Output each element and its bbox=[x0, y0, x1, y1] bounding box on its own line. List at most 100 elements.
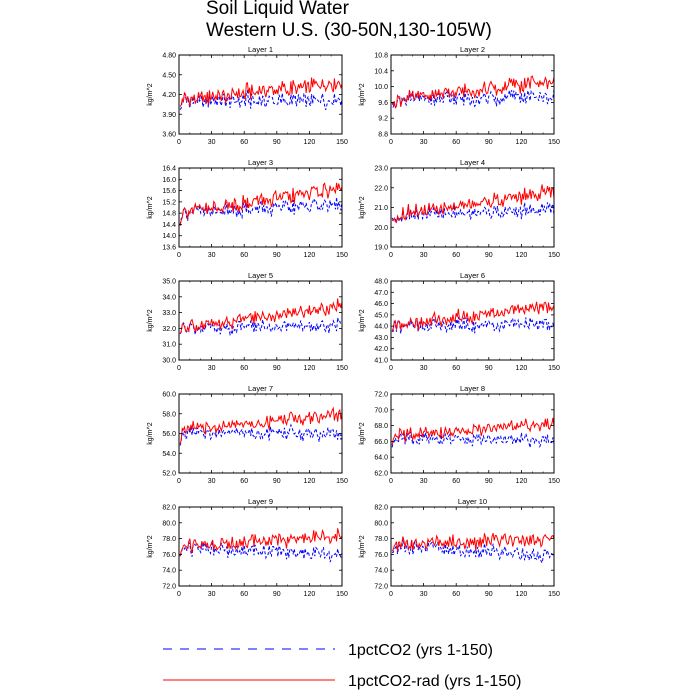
panel-series bbox=[179, 528, 342, 563]
panel-layer-2: Layer 2 0 30 60 90 120 150 8.8 9.2 9.6 10.0 10.4 10.… bbox=[359, 45, 560, 146]
y-tick-label: 62.0 bbox=[374, 471, 388, 478]
panel-title: Layer 4 bbox=[460, 158, 485, 167]
x-tick-label: 30 bbox=[208, 252, 216, 259]
y-tick-label: 8.8 bbox=[378, 132, 388, 139]
x-tick-label: 60 bbox=[240, 139, 248, 146]
y-axis-label: kg/m^2 bbox=[147, 422, 154, 444]
series-line-1pctco2 bbox=[179, 317, 342, 337]
panel-layer-5: Layer 5 0 30 60 90 120 150 30.0 31.0 32.0 33.0 34.0… bbox=[147, 271, 348, 372]
x-tick-label: 60 bbox=[452, 139, 460, 146]
y-tick-label: 9.6 bbox=[378, 100, 388, 107]
panel-layer-10: Layer 10 0 30 60 90 120 150 72.0 74.0 76.0 78.0 80.… bbox=[359, 497, 560, 598]
page-title: Soil Liquid Water Western U.S. (30-50N,1… bbox=[206, 0, 492, 42]
series-line-1pctco2 bbox=[391, 89, 554, 109]
series-line-1pctco2 bbox=[179, 540, 342, 563]
panel-series bbox=[391, 75, 554, 109]
panel-frame bbox=[390, 280, 555, 361]
x-tick-label: 30 bbox=[420, 478, 428, 485]
y-tick-label: 80.0 bbox=[162, 520, 176, 527]
y-tick-label: 47.0 bbox=[374, 290, 388, 297]
y-tick-label: 43.0 bbox=[374, 335, 388, 342]
panel-series bbox=[179, 406, 342, 446]
x-tick-label: 60 bbox=[240, 478, 248, 485]
x-tick-label: 150 bbox=[336, 478, 348, 485]
panel-frame bbox=[390, 54, 555, 135]
y-tick-label: 14.8 bbox=[162, 211, 176, 218]
y-tick-label: 23.0 bbox=[374, 166, 388, 173]
y-tick-label: 72.0 bbox=[374, 392, 388, 399]
x-tick-label: 150 bbox=[548, 591, 560, 598]
panel-title: Layer 9 bbox=[248, 497, 273, 506]
panel-layer-4: Layer 4 0 30 60 90 120 150 19.0 20.0 21.0 22.0 23.0… bbox=[359, 158, 560, 259]
y-tick-label: 64.0 bbox=[374, 455, 388, 462]
series-line-1pctco2-rad bbox=[392, 184, 554, 224]
x-tick-label: 150 bbox=[548, 365, 560, 372]
x-tick-label: 120 bbox=[304, 252, 316, 259]
x-tick-label: 30 bbox=[420, 252, 428, 259]
y-tick-label: 74.0 bbox=[374, 568, 388, 575]
y-axis-label: kg/m^2 bbox=[359, 196, 366, 218]
title-line-2: Western U.S. (30-50N,130-105W) bbox=[206, 20, 492, 41]
series-line-1pctco2-rad bbox=[179, 77, 342, 107]
panel-title: Layer 6 bbox=[460, 271, 485, 280]
y-tick-label: 21.0 bbox=[374, 205, 388, 212]
panel-title: Layer 10 bbox=[458, 497, 487, 506]
legend-label: 1pctCO2-rad (yrs 1-150) bbox=[348, 673, 521, 690]
x-tick-label: 60 bbox=[452, 478, 460, 485]
y-tick-label: 44.0 bbox=[374, 324, 388, 331]
series-line-1pctco2-rad bbox=[179, 298, 342, 334]
x-tick-label: 120 bbox=[304, 591, 316, 598]
x-tick-label: 30 bbox=[420, 365, 428, 372]
y-tick-label: 42.0 bbox=[374, 346, 388, 353]
x-tick-label: 60 bbox=[240, 365, 248, 372]
x-tick-label: 90 bbox=[273, 478, 281, 485]
y-tick-label: 78.0 bbox=[162, 536, 176, 543]
x-tick-label: 150 bbox=[336, 365, 348, 372]
x-tick-label: 60 bbox=[452, 591, 460, 598]
x-tick-label: 90 bbox=[273, 139, 281, 146]
y-tick-label: 58.0 bbox=[162, 411, 176, 418]
x-tick-label: 0 bbox=[389, 252, 393, 259]
series-line-1pctco2-rad bbox=[391, 75, 554, 109]
y-axis-label: kg/m^2 bbox=[359, 535, 366, 557]
y-tick-label: 82.0 bbox=[374, 505, 388, 512]
y-tick-label: 41.0 bbox=[374, 358, 388, 365]
x-tick-label: 30 bbox=[208, 365, 216, 372]
x-tick-label: 150 bbox=[548, 478, 560, 485]
legend: 1pctCO2 (yrs 1-150) 1pctCO2-rad (yrs 1-15… bbox=[163, 642, 521, 690]
x-tick-label: 30 bbox=[420, 139, 428, 146]
y-tick-label: 30.0 bbox=[162, 358, 176, 365]
y-tick-label: 14.4 bbox=[162, 222, 176, 229]
y-tick-label: 16.4 bbox=[162, 166, 176, 173]
panel-layer-3: Layer 3 0 30 60 90 120 150 13.6 14.0 14.4 14.8 15.2… bbox=[147, 158, 348, 259]
panel-frame bbox=[178, 280, 343, 361]
x-tick-label: 0 bbox=[177, 591, 181, 598]
y-axis-label: kg/m^2 bbox=[359, 309, 366, 331]
x-tick-label: 0 bbox=[177, 365, 181, 372]
series-line-1pctco2 bbox=[179, 89, 342, 111]
x-tick-label: 90 bbox=[485, 252, 493, 259]
y-tick-label: 3.60 bbox=[162, 132, 176, 139]
x-tick-label: 0 bbox=[177, 478, 181, 485]
x-tick-label: 120 bbox=[516, 252, 528, 259]
x-tick-label: 150 bbox=[548, 252, 560, 259]
y-tick-label: 74.0 bbox=[162, 568, 176, 575]
y-tick-label: 31.0 bbox=[162, 342, 176, 349]
panel-frame bbox=[178, 54, 343, 135]
y-axis-label: kg/m^2 bbox=[147, 196, 154, 218]
x-tick-label: 0 bbox=[389, 478, 393, 485]
panel-layer-6: Layer 6 0 30 60 90 120 150 41.0 42.0 43.0 44.0 45.0… bbox=[359, 271, 560, 372]
x-tick-label: 30 bbox=[208, 591, 216, 598]
y-tick-label: 20.0 bbox=[374, 225, 388, 232]
panel-series bbox=[179, 182, 342, 227]
panel-layer-8: Layer 8 0 30 60 90 120 150 62.0 64.0 66.0 68.0 70.0… bbox=[359, 384, 560, 485]
y-axis-label: kg/m^2 bbox=[147, 83, 154, 105]
series-line-1pctco2-rad bbox=[179, 182, 342, 227]
x-tick-label: 30 bbox=[208, 478, 216, 485]
x-tick-label: 120 bbox=[304, 365, 316, 372]
y-tick-label: 10.0 bbox=[374, 84, 388, 91]
y-tick-label: 72.0 bbox=[162, 584, 176, 591]
y-tick-label: 16.0 bbox=[162, 177, 176, 184]
y-tick-label: 78.0 bbox=[374, 536, 388, 543]
